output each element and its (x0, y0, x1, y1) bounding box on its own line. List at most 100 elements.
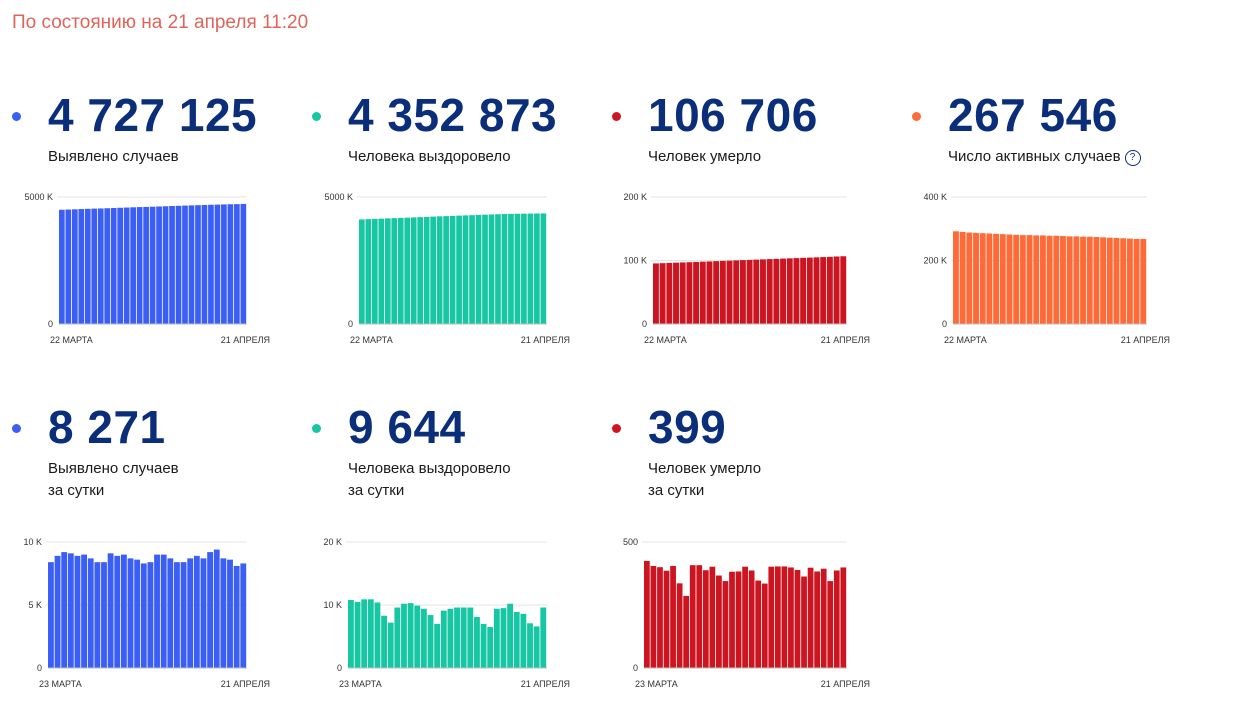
bar (673, 262, 679, 324)
y-tick-label: 5000 K (24, 192, 53, 202)
bar (1100, 237, 1107, 324)
bar (953, 231, 959, 324)
deaths-daily-label: Человек умерло за сутки (648, 460, 762, 499)
bar (696, 565, 703, 668)
y-tick-label: 10 K (323, 600, 342, 610)
bar (1133, 238, 1140, 324)
bar (149, 206, 156, 324)
x-end-label: 21 АПРЕЛЯ (821, 335, 870, 345)
bar (702, 570, 709, 668)
bar (227, 204, 234, 324)
bar (1113, 237, 1120, 324)
bar (1106, 237, 1113, 324)
x-end-label: 21 АПРЕЛЯ (521, 335, 570, 345)
deaths-total-value: 106 706 (648, 89, 818, 141)
bar (81, 554, 87, 668)
bar (359, 219, 365, 324)
x-start-label: 22 МАРТА (350, 335, 393, 345)
status-timestamp: По состоянию на 21 апреля 11:20 (12, 12, 309, 33)
bar (786, 258, 793, 324)
bar (1033, 235, 1040, 324)
bar (443, 216, 449, 324)
bar (454, 607, 460, 668)
bar (110, 208, 117, 324)
bar (213, 549, 220, 668)
bar (449, 215, 456, 324)
bar (527, 213, 534, 324)
bar (1026, 235, 1033, 324)
bar (436, 216, 443, 324)
bar (143, 206, 149, 324)
bar (533, 626, 540, 668)
bar (495, 214, 501, 324)
bar (214, 204, 221, 324)
bar (91, 208, 98, 324)
bar (423, 216, 430, 324)
bar (742, 566, 748, 668)
bar (434, 623, 441, 668)
bar (699, 261, 706, 324)
y-tick-label: 0 (37, 663, 42, 673)
help-icon[interactable]: ? (1124, 150, 1141, 166)
bar (48, 562, 54, 668)
bar (766, 259, 773, 324)
bar (820, 568, 827, 668)
bar (397, 217, 404, 324)
bar (391, 218, 398, 324)
bar (693, 261, 700, 324)
bar (401, 603, 407, 668)
bar (475, 214, 482, 324)
bullet-dot (912, 112, 921, 121)
x-end-label: 21 АПРЕЛЯ (1121, 335, 1170, 345)
bar (1039, 235, 1046, 324)
bar (480, 623, 487, 668)
active-cases-value: 267 546 (948, 89, 1118, 141)
card-deaths-daily: 399 Человек умерло за сутки 0 500 23 МАРТА 2… (612, 400, 892, 720)
bar (1093, 237, 1100, 324)
card-cases-total: 4 727 125 Выявлено случаев 0 5000 K 22 МАР… (12, 88, 292, 408)
bar (966, 232, 973, 324)
bar (520, 613, 527, 668)
bar (739, 260, 746, 324)
bar (508, 213, 514, 324)
bar (104, 208, 111, 324)
bar (713, 261, 720, 324)
recovered-daily-chart: 0 10 K 20 K 23 МАРТА 21 АПРЕЛЯ (323, 537, 570, 689)
bar (384, 218, 391, 324)
bar (1120, 238, 1127, 324)
bar (234, 204, 240, 324)
bar (456, 215, 462, 324)
x-end-label: 21 АПРЕЛЯ (521, 679, 570, 689)
bar (430, 216, 436, 324)
bar (1019, 235, 1026, 324)
bar (361, 599, 368, 668)
bar (162, 206, 169, 324)
bar (959, 231, 966, 324)
bar (644, 560, 650, 668)
bar (365, 219, 372, 324)
bar (735, 571, 742, 668)
x-end-label: 21 АПРЕЛЯ (221, 335, 270, 345)
bar (410, 217, 417, 324)
bar (683, 595, 690, 668)
y-tick-label: 0 (337, 663, 342, 673)
bar (1066, 236, 1073, 324)
bar (101, 562, 107, 668)
bar (722, 581, 729, 668)
y-tick-label: 0 (942, 319, 947, 329)
bar (188, 205, 195, 324)
bar (378, 218, 385, 324)
bar (169, 206, 175, 324)
bar (227, 559, 233, 668)
bar (233, 565, 240, 668)
bar (729, 571, 735, 668)
bar (156, 206, 162, 324)
bar (134, 559, 141, 668)
y-tick-label: 5 K (28, 600, 42, 610)
bar (973, 232, 979, 324)
y-tick-label: 200 K (623, 192, 647, 202)
bar (794, 569, 801, 668)
bar (513, 611, 520, 668)
bar (348, 599, 354, 668)
bar (59, 209, 65, 324)
